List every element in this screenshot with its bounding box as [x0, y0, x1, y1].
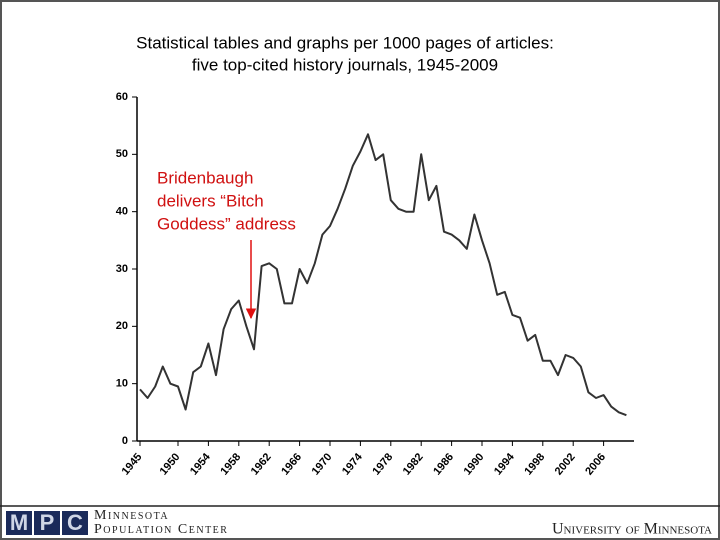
y-tick-label: 60 — [116, 91, 128, 103]
data-line — [139, 133, 627, 417]
y-tick-label: 20 — [116, 320, 128, 332]
y-tick-label: 30 — [116, 263, 128, 275]
logo-box — [34, 511, 60, 535]
chart-title: Statistical tables and graphs per 1000 p… — [136, 33, 554, 52]
annotation: Bridenbaugh delivers “Bitch Goddess” add… — [157, 168, 296, 233]
logo-letter: C — [67, 510, 83, 535]
logo-box — [62, 511, 88, 535]
org-name: Population Center — [94, 522, 228, 537]
logo-letter: M — [10, 510, 28, 535]
y-tick-label: 50 — [116, 148, 128, 160]
annotation-line: delivers “Bitch — [157, 191, 264, 210]
y-tick-label: 0 — [122, 435, 128, 447]
y-tick-label: 40 — [116, 206, 128, 218]
annotation-line: Bridenbaugh — [157, 168, 253, 187]
annotation-line: Goddess” address — [157, 214, 296, 233]
university: University of Minnesota — [552, 521, 712, 538]
logo: M P C — [6, 510, 88, 535]
logo-box — [6, 511, 32, 535]
logo-letter: P — [40, 510, 55, 535]
org-name: Minnesota — [94, 508, 169, 523]
y-tick-label: 10 — [116, 378, 128, 390]
chart-subtitle: five top-cited history journals, 1945-20… — [192, 55, 498, 74]
